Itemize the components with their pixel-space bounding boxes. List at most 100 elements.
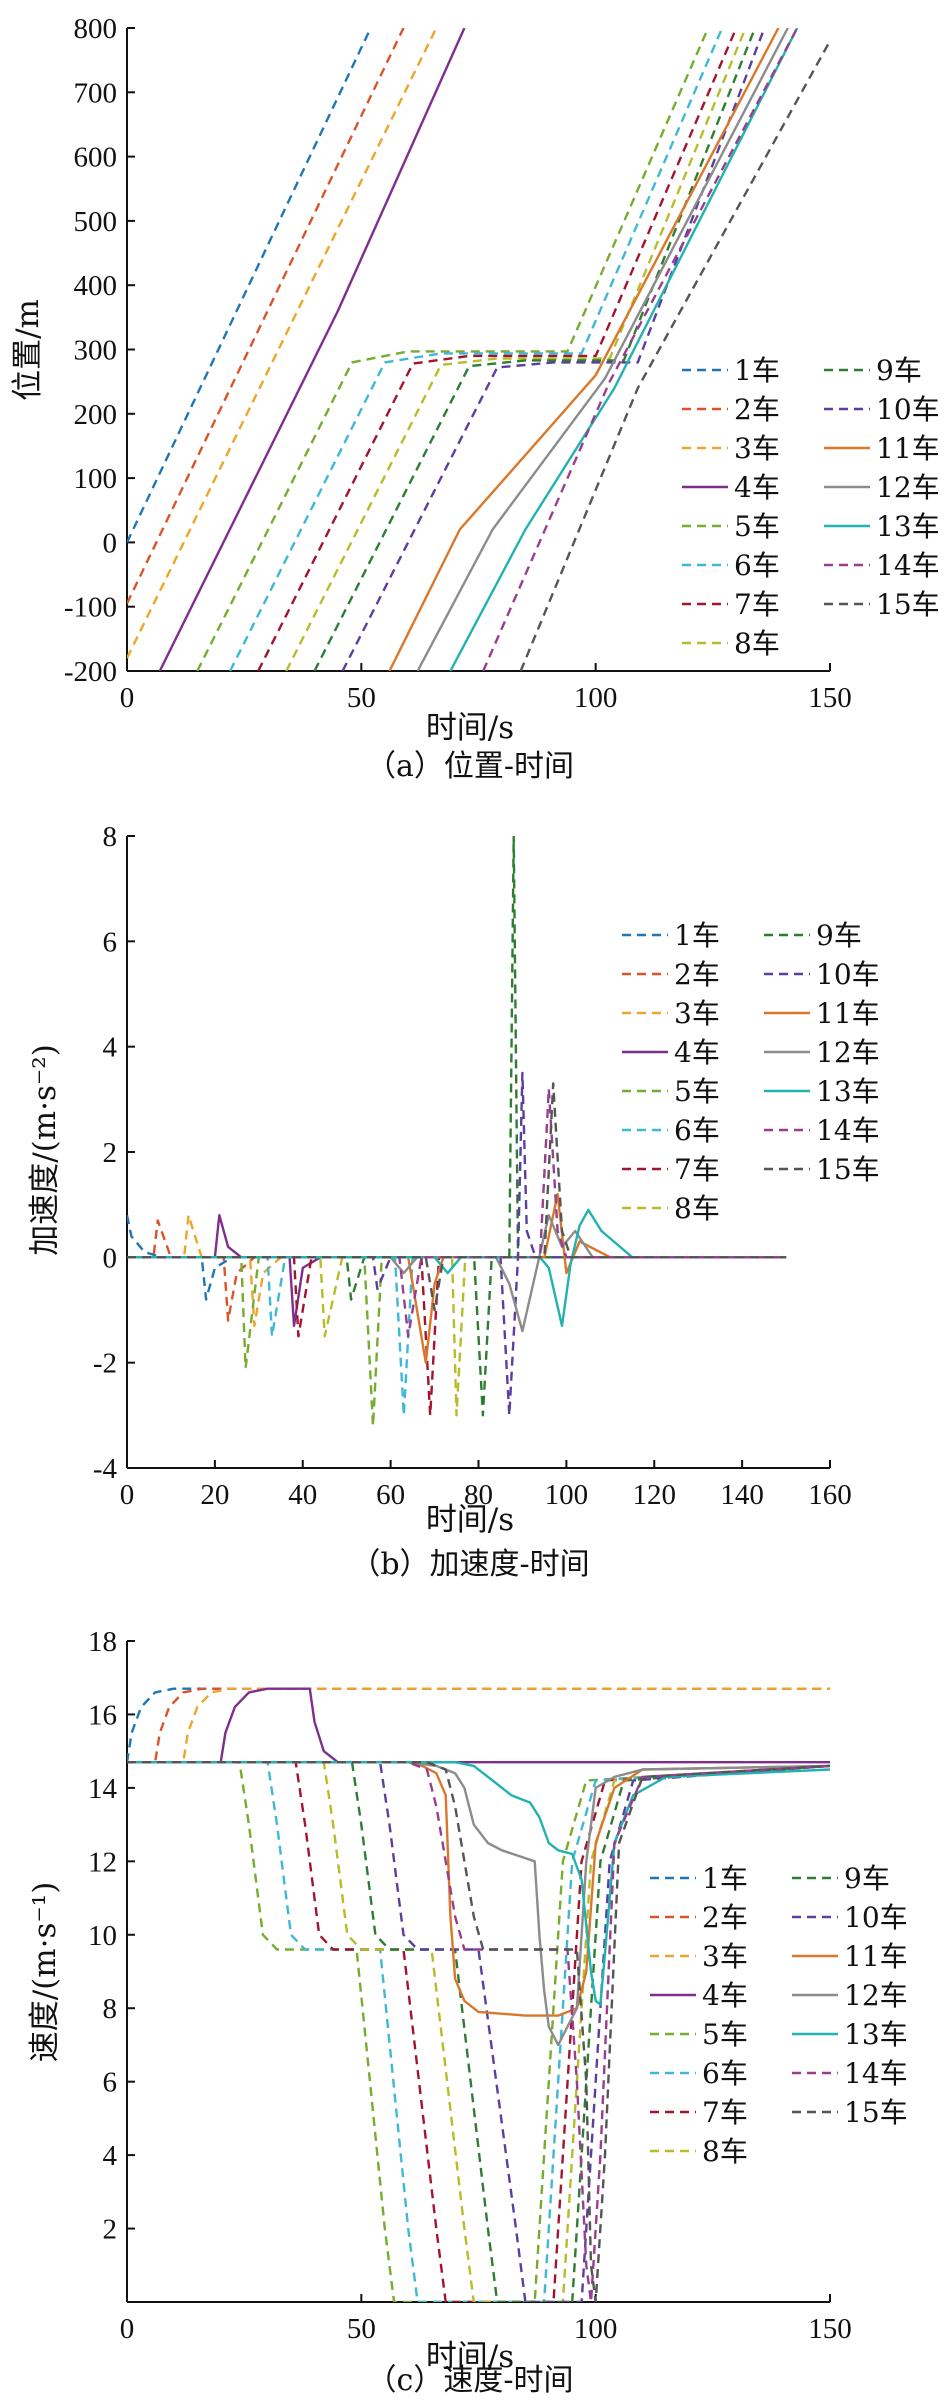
legend-label: 2车 xyxy=(734,393,780,426)
legend-label: 15车 xyxy=(844,2096,908,2129)
y-tick-label: 0 xyxy=(103,527,118,559)
legend-label: 9车 xyxy=(816,919,862,952)
x-axis-label: 时间/s xyxy=(426,1502,514,1538)
chart-caption: （a）位置-时间 xyxy=(366,749,574,784)
x-tick-label: 50 xyxy=(347,2313,376,2345)
legend-label: 7车 xyxy=(734,588,780,621)
legend-label: 9车 xyxy=(876,354,922,387)
series-line-10车 xyxy=(341,28,766,671)
legend: 1车 9车 2车 10车 3车 11车 4车 12车 5车 13车 6车 14车 7车 15车 8车 xyxy=(650,1862,908,2168)
series-group xyxy=(127,1687,830,2302)
series-line-4车 xyxy=(158,28,466,671)
legend-label: 14车 xyxy=(876,549,940,582)
legend-label: 11车 xyxy=(816,997,880,1030)
series-line-3车 xyxy=(127,1687,830,1764)
y-tick-label: 400 xyxy=(74,270,118,302)
series-line-6车 xyxy=(127,1760,830,2302)
series-line-14车 xyxy=(482,28,799,671)
legend-label: 6车 xyxy=(702,2057,748,2090)
legend-label: 3车 xyxy=(734,432,780,465)
x-tick-label: 100 xyxy=(545,1479,589,1511)
x-tick-label: 40 xyxy=(288,1479,317,1511)
y-axis-label: 速度/(m·s⁻¹) xyxy=(27,1882,63,2063)
y-tick-label: 8 xyxy=(103,1993,118,2025)
legend-label: 1车 xyxy=(734,354,780,387)
x-tick-label: 150 xyxy=(808,682,852,714)
x-tick-label: 50 xyxy=(347,682,376,714)
series-line-8车 xyxy=(127,1760,830,2302)
x-tick-label: 0 xyxy=(120,1479,135,1511)
legend-label: 5车 xyxy=(734,510,780,543)
series-group xyxy=(127,28,830,671)
y-tick-label: 200 xyxy=(74,399,118,431)
series-line-6车 xyxy=(229,28,724,671)
legend-label: 9车 xyxy=(844,1862,890,1895)
legend: 1车 9车 2车 10车 3车 11车 4车 12车 5车 13车 6车 14车 7车 15车 8车 xyxy=(682,354,940,660)
y-tick-label: -200 xyxy=(64,656,117,688)
x-tick-label: 160 xyxy=(808,1479,852,1511)
y-tick-label: 2 xyxy=(103,1137,118,1169)
legend-label: 2车 xyxy=(674,958,720,991)
series-line-12车 xyxy=(416,28,789,671)
chart-panel-1: 0 50 100 150 -200 -100 0 100 200 300 400 500 600 700 8… xyxy=(10,13,940,784)
y-tick-label: 8 xyxy=(103,821,118,853)
legend-label: 11车 xyxy=(844,1940,908,1973)
series-line-7车 xyxy=(257,28,738,671)
y-tick-label: 4 xyxy=(103,1032,118,1064)
series-line-15车 xyxy=(519,40,830,671)
x-axis-label: 时间/s xyxy=(426,710,514,746)
series-line-11车 xyxy=(127,1192,787,1364)
chart-caption: （b）加速度-时间 xyxy=(350,1547,589,1582)
y-tick-label: 0 xyxy=(103,1242,118,1274)
y-axis-label: 位置/m xyxy=(10,299,46,401)
legend-label: 1车 xyxy=(674,919,720,952)
series-line-7车 xyxy=(127,1760,830,2302)
series-line-3车 xyxy=(127,28,438,659)
legend-label: 2车 xyxy=(702,1901,748,1934)
legend-label: 15车 xyxy=(876,588,940,621)
series-line-11车 xyxy=(388,28,780,671)
legend-label: 1车 xyxy=(702,1862,748,1895)
chart-panel-3: 0 50 100 150 2 4 6 8 10 12 14 16 18 时间/s 速度/(m·s⁻¹) （c）… xyxy=(27,1626,908,2398)
x-tick-label: 120 xyxy=(633,1479,677,1511)
legend-label: 10车 xyxy=(816,958,880,991)
legend-label: 4车 xyxy=(674,1036,720,1069)
series-line-9车 xyxy=(313,28,757,671)
y-tick-label: 18 xyxy=(88,1626,117,1658)
legend-label: 4车 xyxy=(702,1979,748,2012)
legend-label: 7车 xyxy=(702,2096,748,2129)
x-tick-label: 60 xyxy=(376,1479,405,1511)
legend-label: 8车 xyxy=(734,627,780,660)
x-tick-label: 140 xyxy=(720,1479,764,1511)
legend-label: 15车 xyxy=(816,1153,880,1186)
legend-label: 7车 xyxy=(674,1153,720,1186)
series-line-7车 xyxy=(127,1256,787,1417)
y-tick-label: -100 xyxy=(64,592,117,624)
y-tick-label: -4 xyxy=(93,1453,118,1485)
chart-panel-2: 0 20 40 60 80 100 120 140 160 -4 -2 0 2 4 6 8 时间/s 加速度/(m… xyxy=(27,821,880,1582)
series-line-1车 xyxy=(127,1687,830,1763)
y-tick-label: 10 xyxy=(88,1920,117,1952)
y-tick-label: 6 xyxy=(103,926,118,958)
x-tick-label: 0 xyxy=(120,682,135,714)
x-tick-label: 100 xyxy=(574,2313,618,2345)
series-group xyxy=(127,836,787,1428)
legend-label: 5车 xyxy=(674,1075,720,1108)
series-line-15车 xyxy=(127,1082,787,1312)
y-tick-label: 6 xyxy=(103,2067,118,2099)
series-line-2车 xyxy=(127,28,405,605)
legend-label: 10车 xyxy=(844,1901,908,1934)
y-tick-label: 800 xyxy=(74,13,118,45)
y-tick-label: 16 xyxy=(88,1699,117,1731)
y-tick-label: 100 xyxy=(74,463,118,495)
legend-label: 12车 xyxy=(816,1036,880,1069)
series-line-1车 xyxy=(127,1214,787,1301)
y-tick-label: 600 xyxy=(74,142,118,174)
y-tick-label: 500 xyxy=(74,206,118,238)
legend-label: 4车 xyxy=(734,471,780,504)
series-line-12车 xyxy=(127,1760,830,2047)
x-tick-label: 150 xyxy=(808,2313,852,2345)
series-line-5车 xyxy=(196,28,710,671)
x-tick-label: 100 xyxy=(574,682,618,714)
series-line-8车 xyxy=(127,1256,787,1417)
